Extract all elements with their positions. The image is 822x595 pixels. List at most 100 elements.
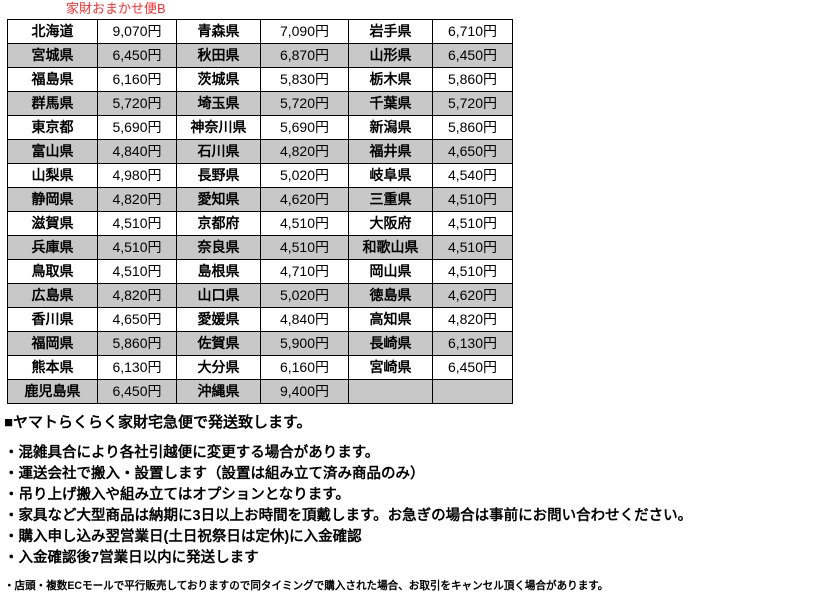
prefecture-cell: 群馬県	[7, 91, 98, 116]
prefecture-cell: 沖縄県	[176, 379, 261, 404]
fee-cell: 4,620円	[260, 187, 349, 212]
fee-cell: 5,020円	[260, 283, 349, 308]
prefecture-cell: 三重県	[348, 187, 433, 212]
prefecture-cell: 山形県	[348, 43, 433, 68]
prefecture-cell: 福岡県	[7, 331, 98, 356]
fee-cell: 4,820円	[260, 139, 349, 164]
prefecture-cell: 宮城県	[7, 43, 98, 68]
fee-cell: 4,510円	[97, 211, 177, 236]
fee-cell	[432, 379, 513, 404]
fee-cell: 4,510円	[432, 259, 513, 284]
fee-cell: 5,690円	[97, 115, 177, 140]
prefecture-cell: 滋賀県	[7, 211, 98, 236]
page-title: 家財おまかせ便B	[66, 1, 166, 16]
table-row: 東京都 5,690円 神奈川県 5,690円 新潟県 5,860円	[7, 115, 513, 140]
prefecture-cell: 京都府	[176, 211, 261, 236]
table-row: 静岡県 4,820円 愛知県 4,620円 三重県 4,510円	[7, 187, 513, 212]
fee-cell: 4,510円	[260, 211, 349, 236]
fee-cell: 4,510円	[97, 235, 177, 260]
fee-cell: 6,710円	[432, 19, 513, 44]
prefecture-cell: 長崎県	[348, 331, 433, 356]
note-line: ・吊り上げ搬入や組み立てはオプションとなります。	[4, 487, 350, 503]
prefecture-cell: 北海道	[7, 19, 98, 44]
prefecture-cell: 岡山県	[348, 259, 433, 284]
fee-cell: 4,540円	[432, 163, 513, 188]
prefecture-cell	[348, 379, 433, 404]
prefecture-cell: 神奈川県	[176, 115, 261, 140]
fee-cell: 5,860円	[432, 67, 513, 92]
fee-cell: 5,860円	[432, 115, 513, 140]
prefecture-cell: 秋田県	[176, 43, 261, 68]
prefecture-cell: 宮崎県	[348, 355, 433, 380]
prefecture-cell: 長野県	[176, 163, 261, 188]
fee-cell: 4,620円	[432, 283, 513, 308]
fee-cell: 5,720円	[260, 91, 349, 116]
fee-cell: 4,820円	[97, 187, 177, 212]
table-row: 香川県 4,650円 愛媛県 4,840円 高知県 4,820円	[7, 307, 513, 332]
prefecture-cell: 青森県	[176, 19, 261, 44]
table-row: 鹿児島県 6,450円 沖縄県 9,400円	[7, 379, 513, 404]
fee-cell: 5,900円	[260, 331, 349, 356]
table-row: 福岡県 5,860円 佐賀県 5,900円 長崎県 6,130円	[7, 331, 513, 356]
fee-cell: 4,820円	[432, 307, 513, 332]
fee-cell: 6,130円	[432, 331, 513, 356]
table-row: 富山県 4,840円 石川県 4,820円 福井県 4,650円	[7, 139, 513, 164]
fee-cell: 4,510円	[432, 187, 513, 212]
fee-cell: 4,820円	[97, 283, 177, 308]
fee-cell: 7,090円	[260, 19, 349, 44]
table-row: 群馬県 5,720円 埼玉県 5,720円 千葉県 5,720円	[7, 91, 513, 116]
fee-cell: 4,840円	[260, 307, 349, 332]
prefecture-cell: 石川県	[176, 139, 261, 164]
note-line: ・家具など大型商品は納期に3日以上お時間を頂戴します。お急ぎの場合は事前にお問い…	[4, 508, 693, 524]
table-row: 広島県 4,820円 山口県 5,020円 徳島県 4,620円	[7, 283, 513, 308]
prefecture-cell: 埼玉県	[176, 91, 261, 116]
prefecture-cell: 岩手県	[348, 19, 433, 44]
prefecture-cell: 奈良県	[176, 235, 261, 260]
prefecture-cell: 鹿児島県	[7, 379, 98, 404]
fee-cell: 6,130円	[97, 355, 177, 380]
prefecture-cell: 茨城県	[176, 67, 261, 92]
fee-cell: 4,650円	[432, 139, 513, 164]
table-row: 熊本県 6,130円 大分県 6,160円 宮崎県 6,450円	[7, 355, 513, 380]
note-line: ・運送会社で搬入・設置します（設置は組み立て済み商品のみ）	[4, 466, 425, 482]
prefecture-cell: 静岡県	[7, 187, 98, 212]
table-row: 宮城県 6,450円 秋田県 6,870円 山形県 6,450円	[7, 43, 513, 68]
table-row: 鳥取県 4,510円 島根県 4,710円 岡山県 4,510円	[7, 259, 513, 284]
prefecture-cell: 大分県	[176, 355, 261, 380]
prefecture-cell: 高知県	[348, 307, 433, 332]
prefecture-cell: 徳島県	[348, 283, 433, 308]
table-row: 福島県 6,160円 茨城県 5,830円 栃木県 5,860円	[7, 67, 513, 92]
prefecture-cell: 山梨県	[7, 163, 98, 188]
fee-cell: 4,840円	[97, 139, 177, 164]
fee-cell: 9,070円	[97, 19, 177, 44]
prefecture-cell: 鳥取県	[7, 259, 98, 284]
prefecture-cell: 東京都	[7, 115, 98, 140]
prefecture-cell: 香川県	[7, 307, 98, 332]
fee-cell: 5,020円	[260, 163, 349, 188]
fee-cell: 6,450円	[97, 43, 177, 68]
fee-cell: 6,450円	[432, 43, 513, 68]
prefecture-cell: 新潟県	[348, 115, 433, 140]
notes-section: ■ヤマトらくらく家財宅急便で発送致します。 ・混雑具合により各社引越便に変更する…	[4, 413, 816, 594]
table-row: 滋賀県 4,510円 京都府 4,510円 大阪府 4,510円	[7, 211, 513, 236]
notes-fineprint: ・店頭・複数ECモールで平行販売しておりますので同タイミングで購入された場合、お…	[4, 580, 609, 592]
prefecture-cell: 兵庫県	[7, 235, 98, 260]
fee-cell: 4,510円	[97, 259, 177, 284]
fee-cell: 4,510円	[260, 235, 349, 260]
fee-cell: 6,450円	[432, 355, 513, 380]
fee-cell: 6,160円	[97, 67, 177, 92]
fee-cell: 5,720円	[97, 91, 177, 116]
prefecture-cell: 福島県	[7, 67, 98, 92]
shipping-fee-table: 北海道 9,070円 青森県 7,090円 岩手県 6,710円 宮城県 6,450円 秋田県 6…	[7, 19, 513, 404]
prefecture-cell: 福井県	[348, 139, 433, 164]
prefecture-cell: 栃木県	[348, 67, 433, 92]
prefecture-cell: 大阪府	[348, 211, 433, 236]
prefecture-cell: 千葉県	[348, 91, 433, 116]
table-row: 兵庫県 4,510円 奈良県 4,510円 和歌山県 4,510円	[7, 235, 513, 260]
table-row: 北海道 9,070円 青森県 7,090円 岩手県 6,710円	[7, 19, 513, 44]
notes-list: ・混雑具合により各社引越便に変更する場合があります。 ・運送会社で搬入・設置します…	[4, 443, 816, 569]
note-line: ・購入申し込み翌営業日(土日祝祭日は定休)に入金確認	[4, 529, 362, 545]
prefecture-cell: 富山県	[7, 139, 98, 164]
prefecture-cell: 佐賀県	[176, 331, 261, 356]
notes-heading: ■ヤマトらくらく家財宅急便で発送致します。	[4, 414, 312, 431]
